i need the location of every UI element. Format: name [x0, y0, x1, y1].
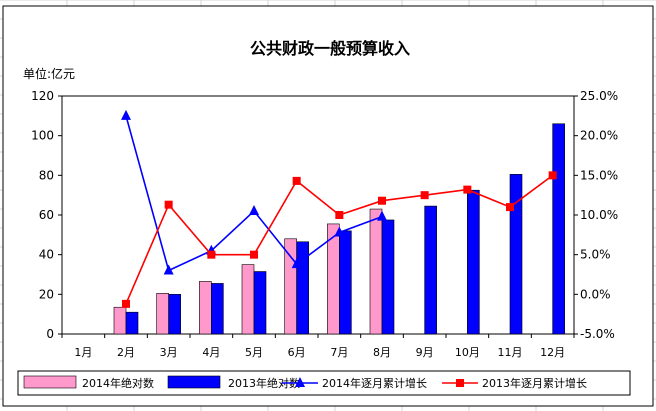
legend-swatch [23, 375, 77, 389]
right-axis-tick-label: 0.0% [580, 287, 611, 301]
bar [339, 230, 352, 335]
line-point [207, 250, 216, 259]
right-axis-tick-label: 5.0% [580, 248, 611, 262]
x-axis-tick-label: 4月 [202, 346, 220, 359]
line-point [292, 176, 301, 185]
line-point [335, 211, 344, 219]
legend-label: 2014年逐月累计增长 [322, 376, 427, 390]
x-axis-tick-label: 9月 [416, 346, 434, 359]
bar [284, 238, 297, 335]
x-axis-tick-label: 2月 [117, 346, 135, 359]
right-axis-tick-label: -5.0% [580, 327, 615, 341]
bar [369, 208, 383, 335]
chart-title: 公共财政一般预算收入 [250, 39, 410, 58]
left-axis-tick-label: 80 [39, 168, 54, 182]
left-axis-tick-label: 40 [39, 248, 54, 262]
line-point [378, 196, 386, 205]
bar [381, 219, 395, 335]
bar [424, 205, 437, 335]
line-point [420, 191, 429, 200]
x-axis-tick-label: 6月 [288, 346, 306, 359]
chart-marks [113, 109, 565, 335]
line-point [122, 299, 130, 308]
left-axis-tick-label: 100 [31, 129, 54, 143]
x-axis-tick-label: 5月 [245, 346, 263, 359]
line-point [334, 226, 345, 237]
left-axis-tick-label: 0 [46, 327, 54, 341]
line-point [548, 171, 557, 180]
bar [509, 174, 523, 335]
bar [211, 283, 224, 335]
bar [168, 294, 181, 335]
line-point [164, 200, 173, 209]
left-axis-tick-label: 20 [39, 287, 54, 301]
legend-label: 2013年逐月累计增长 [482, 376, 587, 390]
bar [552, 123, 565, 335]
x-axis-tick-label: 8月 [373, 346, 391, 359]
x-axis-tick-label: 11月 [498, 346, 523, 359]
bar [156, 293, 169, 335]
bar [199, 281, 212, 335]
bar [125, 311, 139, 335]
legend-label: 2014年绝对数 [82, 376, 154, 390]
line-point [291, 258, 302, 269]
right-axis-tick-label: 25.0% [580, 89, 618, 103]
right-axis-tick-label: 10.0% [580, 208, 618, 222]
line-point [463, 185, 472, 194]
legend: 2014年绝对数 2013年绝对数 2014年逐月累计增长 2013年逐月累计增长 [17, 370, 631, 396]
line-point [121, 109, 131, 120]
x-axis-tick-label: 7月 [330, 346, 348, 359]
bar [241, 264, 255, 335]
legend-marker [456, 379, 464, 387]
line-point [163, 264, 174, 275]
right-axis-tick-label: 15.0% [580, 168, 618, 182]
plot-area [61, 95, 575, 335]
line-point [377, 210, 387, 221]
left-axis-tick-label: 60 [39, 208, 54, 222]
legend-box [17, 370, 631, 396]
bar [253, 271, 267, 335]
bar [467, 189, 480, 335]
legend-label: 2013年绝对数 [228, 376, 300, 390]
unit-label: 单位:亿元 [23, 66, 75, 81]
x-axis-tick-label: 10月 [455, 346, 480, 359]
line-point [249, 205, 259, 216]
legend-swatch [167, 375, 221, 389]
left-axis-tick-label: 120 [31, 89, 54, 103]
right-axis-tick-label: 20.0% [580, 129, 618, 143]
chart-axes: 0 20 40 60 80 100 120 -5.0% 0.0% 5.0% 10.0% 15.0% 20… [31, 89, 618, 359]
legend-marker [295, 377, 305, 387]
x-axis-tick-label: 12月 [540, 346, 565, 359]
line-point [506, 203, 514, 212]
x-axis-tick-label: 1月 [74, 346, 92, 359]
x-axis-tick-label: 3月 [160, 346, 178, 359]
bar [113, 306, 127, 335]
line-point [250, 250, 258, 259]
